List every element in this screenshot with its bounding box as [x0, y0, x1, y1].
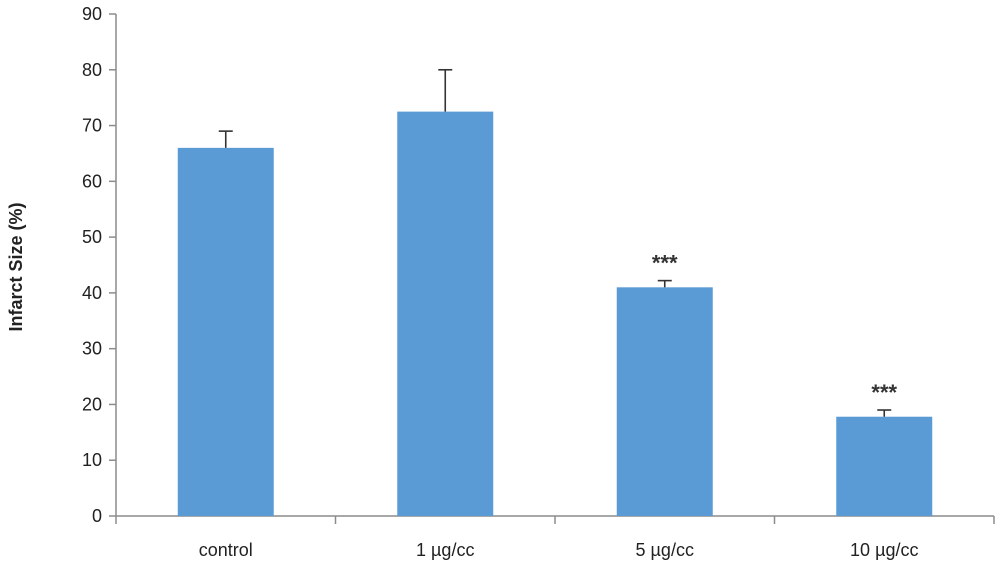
y-tick-label: 20 [82, 394, 102, 414]
y-axis-ticks: 0 10 20 30 40 50 60 70 80 90 [82, 4, 117, 526]
x-tick-label: control [199, 540, 253, 560]
y-tick-label: 0 [92, 506, 102, 526]
y-tick-label: 50 [82, 227, 102, 247]
y-tick-label: 10 [82, 450, 102, 470]
bar [397, 111, 494, 516]
significance-label: *** [871, 380, 897, 405]
bar [836, 416, 933, 516]
x-tick-label: 10 µg/cc [850, 540, 918, 560]
bar [177, 147, 274, 516]
y-axis-label: Infarct Size (%) [6, 202, 26, 331]
y-tick-label: 30 [82, 339, 102, 359]
x-tick-label: 1 µg/cc [416, 540, 474, 560]
significance-label: *** [652, 251, 678, 276]
x-tick-label: 5 µg/cc [636, 540, 694, 560]
y-tick-label: 70 [82, 116, 102, 136]
bars: *** *** [177, 68, 933, 516]
y-tick-label: 40 [82, 283, 102, 303]
x-axis: control 1 µg/cc 5 µg/cc 10 µg/cc [115, 515, 995, 560]
y-tick-label: 60 [82, 171, 102, 191]
y-tick-label: 80 [82, 60, 102, 80]
y-tick-label: 90 [82, 4, 102, 24]
bar [616, 287, 713, 516]
